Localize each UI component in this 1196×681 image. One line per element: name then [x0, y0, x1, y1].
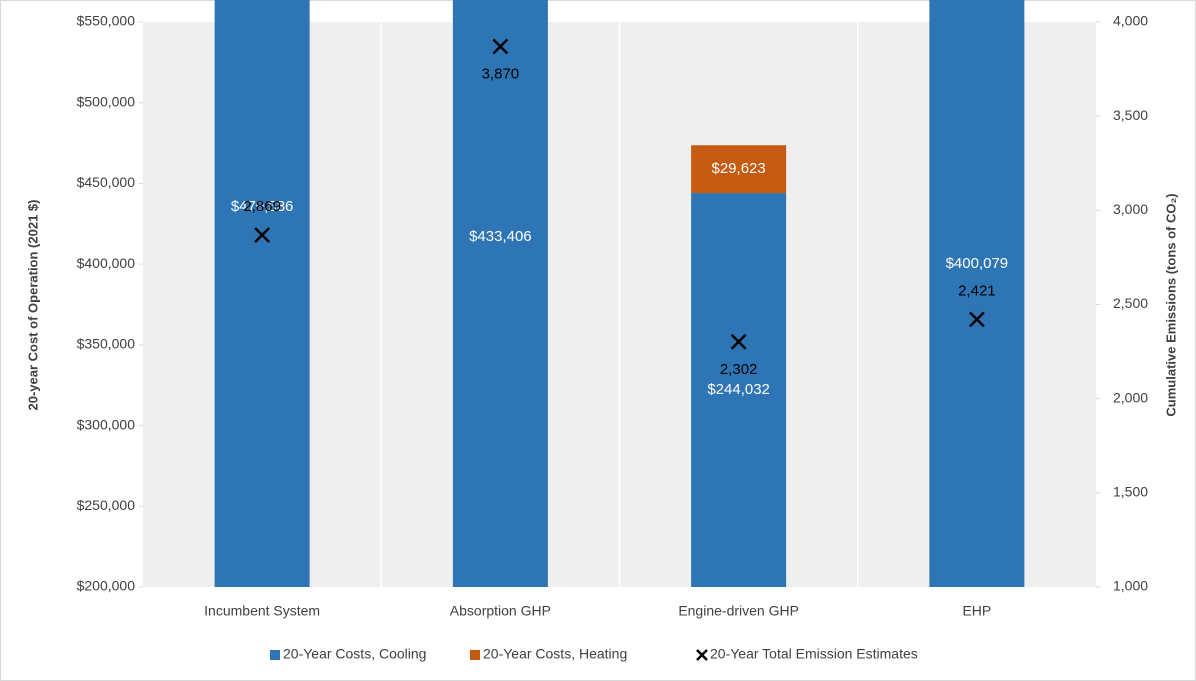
bar-segment: [452, 0, 548, 587]
y-tick-label: $200,000: [77, 578, 136, 594]
legend-swatch: [470, 650, 480, 660]
y2-tick-label: 3,500: [1113, 107, 1148, 123]
emission-label: 2,869: [243, 198, 281, 215]
y2-tick-label: 1,000: [1113, 578, 1148, 594]
y2-tick-label: 2,500: [1113, 295, 1148, 311]
y-tick-label: $400,000: [77, 255, 136, 271]
y2-tick-label: 2,000: [1113, 389, 1148, 405]
emission-label: 3,870: [482, 65, 520, 82]
y-axis-title: 20-year Cost of Operation (2021 $): [25, 200, 40, 411]
legend-marker: [696, 649, 708, 661]
y-tick-label: $550,000: [77, 13, 136, 29]
bar-value-label: $433,406: [469, 228, 532, 245]
emission-marker: [968, 311, 985, 328]
legend-swatch: [270, 650, 280, 660]
emission-label: 2,421: [958, 282, 996, 299]
emission-label: 2,302: [720, 361, 758, 378]
y2-tick-label: 3,000: [1113, 201, 1148, 217]
legend-label: 20-Year Costs, Heating: [483, 646, 627, 662]
emission-marker: [254, 227, 271, 243]
x-tick-label: Engine-driven GHP: [678, 603, 799, 619]
bar-value-label: $470,586: [231, 198, 294, 215]
y2-tick-label: 4,000: [1113, 13, 1148, 29]
legend-label: 20-Year Total Emission Estimates: [710, 646, 918, 662]
legend-label: 20-Year Costs, Cooling: [283, 646, 426, 662]
x-tick-label: Incumbent System: [204, 603, 320, 619]
y2-tick-label: 1,500: [1113, 484, 1148, 500]
y-tick-label: $300,000: [77, 416, 136, 432]
bar-segment: [214, 0, 310, 588]
bar-value-label: $244,032: [707, 381, 770, 398]
emission-marker: [492, 38, 509, 55]
bar-segment: [691, 145, 787, 194]
emission-marker: [730, 333, 747, 350]
x-tick-label: EHP: [962, 603, 991, 619]
bar-segment: [929, 0, 1025, 587]
y-tick-label: $250,000: [77, 497, 136, 513]
bar-value-label: $400,079: [946, 255, 1009, 272]
y-tick-label: $450,000: [77, 174, 136, 190]
y-tick-label: $500,000: [77, 93, 136, 109]
y2-axis-title: Cumulative Emissions (tons of CO₂): [1163, 193, 1178, 416]
x-tick-label: Absorption GHP: [450, 603, 551, 619]
bar-segment: [691, 193, 787, 587]
bar-value-label: $29,623: [712, 160, 766, 177]
y-tick-label: $350,000: [77, 336, 136, 352]
